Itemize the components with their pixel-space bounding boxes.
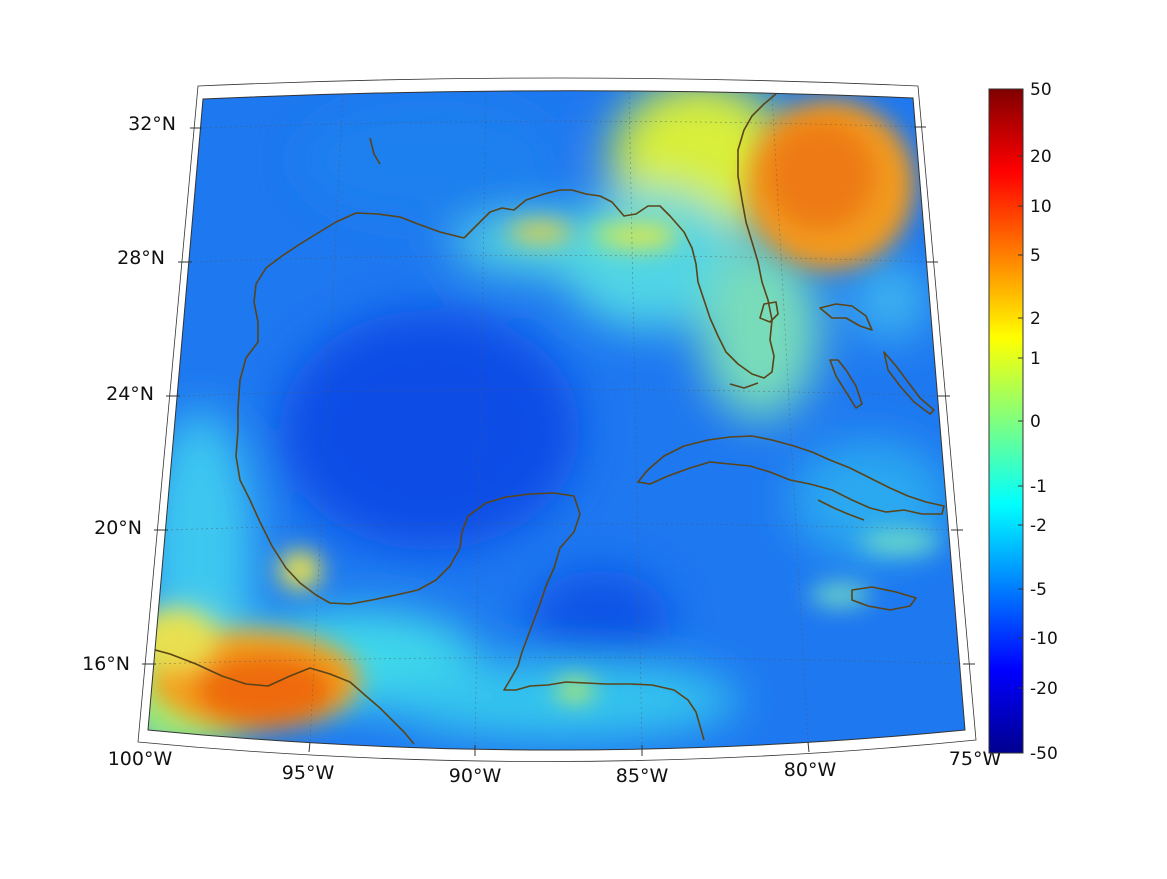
lon-label-75w: 75°W <box>949 748 1002 770</box>
lat-label-16n: 16°N <box>82 653 130 675</box>
latitude-labels: 32°N 28°N 24°N 20°N 16°N <box>82 113 176 675</box>
map-ticks <box>142 126 975 756</box>
longitude-labels: 100°W 95°W 90°W 85°W 80°W 75°W <box>108 748 1002 787</box>
colorbar-tick-label: -10 <box>1030 629 1058 649</box>
data-field <box>148 90 965 750</box>
colorbar-tick-label: -1 <box>1030 477 1047 497</box>
colorbar-tick-label: 1 <box>1030 349 1041 369</box>
colorbar-tick-label: 5 <box>1030 246 1041 266</box>
lat-label-32n: 32°N <box>128 113 176 135</box>
lon-label-80w: 80°W <box>784 759 837 781</box>
lon-label-100w: 100°W <box>108 748 173 770</box>
lat-label-24n: 24°N <box>106 383 154 405</box>
colorbar-scale <box>988 88 1024 754</box>
colorbar-tick-label: -50 <box>1030 744 1058 764</box>
colorbar-tick-label: -5 <box>1030 580 1047 600</box>
colorbar-tick-label: 0 <box>1030 412 1041 432</box>
colorbar-tick-label: 10 <box>1030 197 1052 217</box>
colorbar-tick-label: -2 <box>1030 516 1047 536</box>
colorbar-tick-label: 20 <box>1030 147 1052 167</box>
colorbar-tick-label: 2 <box>1030 309 1041 329</box>
graticule <box>153 91 966 746</box>
lon-label-95w: 95°W <box>282 762 335 784</box>
map-outer-frame <box>137 77 977 762</box>
colorbar-tick-label: 50 <box>1030 80 1052 100</box>
lon-label-90w: 90°W <box>449 765 502 787</box>
lon-label-85w: 85°W <box>616 765 669 787</box>
lat-label-20n: 20°N <box>94 517 142 539</box>
map-frame <box>147 90 966 751</box>
coastline <box>148 93 945 745</box>
lat-label-28n: 28°N <box>117 247 165 269</box>
colorbar-tick-label: -20 <box>1030 679 1058 699</box>
